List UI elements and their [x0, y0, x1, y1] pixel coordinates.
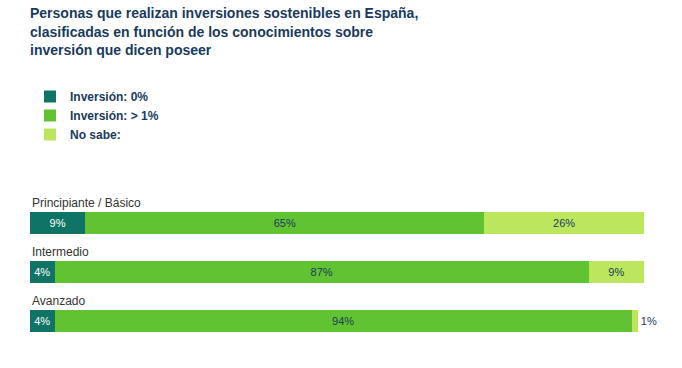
svg-text:Intermedio: Intermedio	[32, 245, 89, 259]
svg-text:65%: 65%	[274, 217, 296, 229]
svg-text:94%: 94%	[332, 315, 354, 327]
svg-text:26%: 26%	[553, 217, 575, 229]
svg-text:9%: 9%	[608, 266, 624, 278]
svg-text:Inversión: > 1%: Inversión: > 1%	[70, 109, 159, 123]
svg-text:1%: 1%	[641, 315, 657, 327]
svg-text:Avanzado: Avanzado	[32, 294, 85, 308]
svg-text:87%: 87%	[311, 266, 333, 278]
svg-text:Personas que realizan inversio: Personas que realizan inversiones sosten…	[30, 5, 418, 57]
svg-text:4%: 4%	[34, 266, 50, 278]
svg-text:No sabe:: No sabe:	[70, 128, 121, 142]
svg-text:Inversión: 0%: Inversión: 0%	[70, 90, 148, 104]
svg-text:9%: 9%	[50, 217, 66, 229]
svg-text:4%: 4%	[34, 315, 50, 327]
svg-text:Principiante / Básico: Principiante / Básico	[32, 196, 141, 210]
